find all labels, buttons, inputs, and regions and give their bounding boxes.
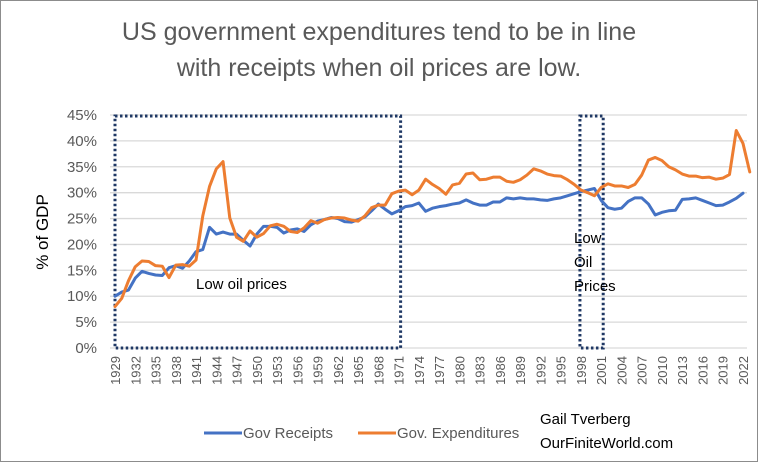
x-tick-label: 1968 [371,356,386,385]
low-oil-prices-box-2 [578,114,605,350]
credit-site: OurFiniteWorld.com [540,435,673,452]
series-line-gov-receipts [113,187,745,298]
x-tick-label: 2016 [695,356,710,385]
y-tick-label: 10% [67,288,97,305]
y-tick-label: 35% [67,159,97,176]
y-tick-label: 25% [67,211,97,228]
annotation-boxes [113,114,605,350]
legend-label-gov-receipts: Gov Receipts [243,425,333,442]
y-tick-label: 30% [67,185,97,202]
x-tick-label: 2007 [635,356,650,385]
x-tick-label: 1938 [169,356,184,385]
x-tick-label: 2001 [594,356,609,385]
series-line-gov-expenditures [113,129,752,309]
annotation-low-oil-prices-2-line: Prices [574,278,616,295]
x-tick-label: 1998 [574,356,589,385]
x-tick-label: 1989 [513,356,528,385]
x-tick-label: 1956 [290,356,305,385]
legend-label-gov-expenditures: Gov. Expenditures [397,425,519,442]
x-tick-label: 2019 [716,356,731,385]
x-tick-label: 2010 [655,356,670,385]
x-tick-label: 1941 [189,356,204,385]
x-tick-label: 1995 [554,356,569,385]
x-tick-label: 1959 [311,356,326,385]
legend: Gov Receipts Gov. Expenditures [204,425,519,442]
y-tick-label: 5% [75,314,97,331]
series-lines [113,129,752,309]
credit-author: Gail Tverberg [540,411,631,428]
x-axis-ticks: 1929 1932 1935 1938 1941 1944 1947 1950 1953 1956… [108,356,751,385]
x-tick-label: 1992 [533,356,548,385]
y-tick-label: 40% [67,133,97,150]
x-tick-label: 2013 [675,356,690,385]
x-tick-label: 1950 [250,356,265,385]
annotation-low-oil-prices: Low oil prices [196,276,287,293]
x-tick-label: 1971 [392,356,407,385]
y-tick-label: 15% [67,262,97,279]
chart-title-line-1: US government expenditures tend to be in… [121,18,637,46]
annotation-texts: Low oil prices Low Oil Prices [196,230,616,295]
y-axis-ticks: 0% 5% 10% 15% 20% 25% 30% 35% 40% 45% [67,107,97,357]
gridlines [110,114,747,349]
x-tick-label: 1953 [270,356,285,385]
x-tick-label: 1947 [230,356,245,385]
x-tick-label: 1965 [351,356,366,385]
x-tick-label: 1986 [493,356,508,385]
x-tick-label: 2004 [614,356,629,385]
annotation-low-oil-prices-2-line: Oil [574,254,592,271]
low-oil-prices-box-1 [113,114,403,350]
x-tick-label: 1977 [432,356,447,385]
x-tick-label: 1962 [331,356,346,385]
annotation-low-oil-prices-2-line: Low [574,230,602,247]
y-tick-label: 20% [67,236,97,253]
y-tick-label: 0% [75,340,97,357]
x-tick-label: 1932 [128,356,143,385]
x-tick-label: 1983 [473,356,488,385]
x-tick-label: 1929 [108,356,123,385]
x-tick-label: 1974 [412,356,427,385]
x-tick-label: 1980 [452,356,467,385]
chart-title-line-2: with receipts when oil prices are low. [176,54,582,82]
x-tick-label: 1935 [149,356,164,385]
y-axis-label: % of GDP [33,194,52,270]
y-tick-label: 45% [67,107,97,124]
x-tick-label: 2022 [736,356,751,385]
x-tick-label: 1944 [209,356,224,385]
